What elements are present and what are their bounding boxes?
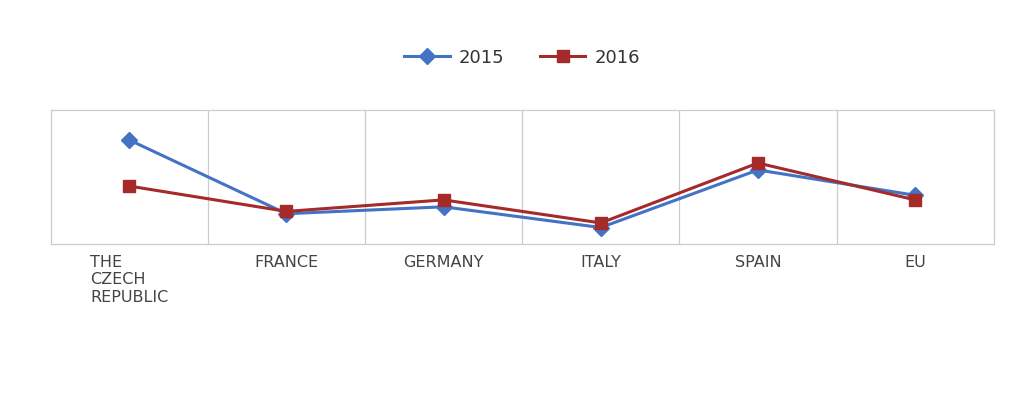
2016 bbox=[909, 198, 921, 202]
Line: 2015: 2015 bbox=[124, 134, 921, 233]
2016 bbox=[124, 184, 136, 188]
2015 bbox=[751, 167, 765, 172]
2015 bbox=[124, 138, 136, 142]
2015 bbox=[909, 193, 921, 198]
2016 bbox=[280, 209, 292, 214]
2016 bbox=[594, 220, 606, 225]
2015 bbox=[594, 225, 606, 230]
2015 bbox=[280, 211, 292, 216]
Legend: 2015, 2016: 2015, 2016 bbox=[397, 42, 647, 74]
2016 bbox=[438, 198, 450, 202]
2016 bbox=[751, 161, 765, 165]
2015 bbox=[438, 204, 450, 209]
Line: 2016: 2016 bbox=[124, 158, 921, 228]
